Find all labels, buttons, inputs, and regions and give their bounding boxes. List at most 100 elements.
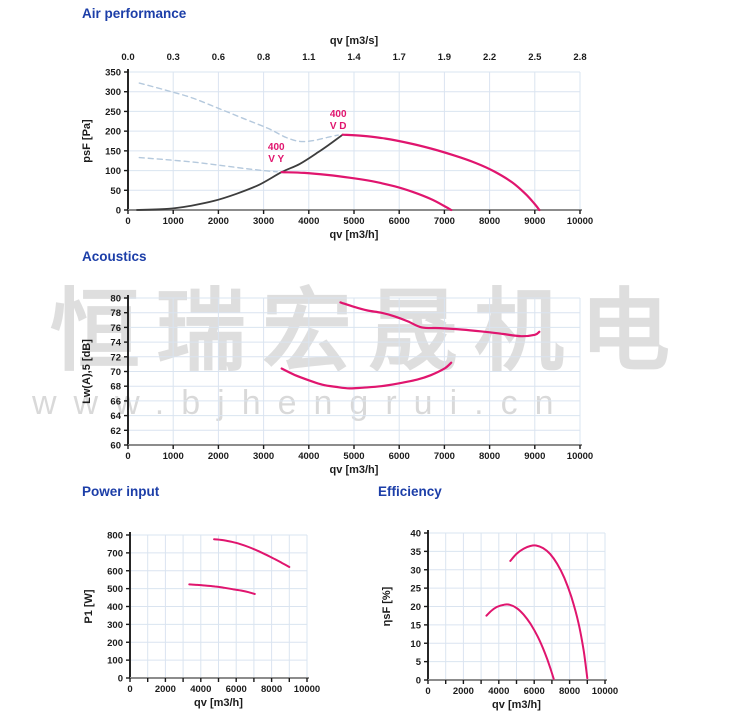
axis-ticks: 0 2000 4000 6000 8000 10000 0 5 10 15 20 25 30 35 40 [410,529,618,698]
x-tick-label: 10000 [567,216,593,227]
top-tick-label: 0.0 [121,52,134,63]
watermark-cjk-text: 恒瑞宏晟机电 [50,282,686,382]
x-axis-title: qv [m3/h] [330,464,379,476]
y-tick-label: 35 [410,547,421,558]
y-tick-label: 70 [110,367,121,378]
y-tick-label: 500 [107,584,123,595]
grid [130,534,308,678]
top-tick-label: 1.9 [438,52,451,63]
y-tick-label: 0 [416,676,421,687]
x-tick-label: 6000 [226,684,247,695]
y-tick-label: 150 [105,146,121,157]
y-tick-label: 20 [410,602,421,613]
grid [128,297,581,445]
power-curve-400-VD [213,538,291,568]
y-tick-label: 0 [116,206,121,217]
pressure-curve-400-VD [341,133,541,212]
air-performance-heading: Air performance [82,6,187,21]
y-tick-label: 250 [105,107,121,118]
y-tick-label: 10 [410,639,421,650]
top-tick-label: 2.8 [573,52,586,63]
y-tick-label: 80 [110,294,121,305]
y-tick-label: 0 [118,674,123,685]
curve-annotation: 400 V D [330,109,347,132]
y-axis-title: ηsF [%] [381,586,393,626]
acoustics-chart: 0 1000 2000 3000 4000 5000 6000 7000 8000 9000 100… [81,294,593,477]
y-tick-label: 350 [105,68,121,79]
x-tick-label: 8000 [479,216,500,227]
x-tick-label: 2000 [208,451,229,462]
x-tick-label: 7000 [434,451,455,462]
x-tick-label: 9000 [524,216,545,227]
y-tick-label: 300 [107,620,123,631]
y-tick-label: 40 [410,529,421,540]
x-tick-label: 4000 [298,451,319,462]
x-tick-label: 2000 [155,684,176,695]
noise-curve-400-VD [339,301,541,338]
x-tick-label: 6000 [524,686,545,697]
axis-ticks: 0 2000 4000 6000 8000 10000 0 100 200 300 400 500 60… [107,531,320,696]
guide-curve-upper-dashed [138,82,339,143]
y-tick-label: 100 [105,166,121,177]
y-tick-label: 25 [410,584,421,595]
x-tick-label: 0 [125,216,130,227]
x-tick-label: 6000 [389,216,410,227]
x-tick-label: 5000 [343,451,364,462]
x-tick-label: 0 [125,451,130,462]
x-tick-label: 6000 [389,451,410,462]
top-tick-label: 1.1 [302,52,316,63]
top-tick-label: 0.3 [167,52,180,63]
y-tick-label: 68 [110,382,121,393]
power-curve-400-VY [188,583,256,595]
noise-curve-400-VY [280,361,453,390]
x-tick-label: 10000 [567,451,593,462]
top-axis-title: qv [m3/s] [330,35,379,47]
y-tick-label: 74 [110,338,121,349]
y-axis-title: Lw(A),5 [dB] [81,339,93,404]
y-tick-label: 300 [105,87,121,98]
x-axis-title: qv [m3/h] [492,699,541,711]
x-tick-label: 8000 [479,451,500,462]
top-tick-label: 1.4 [347,52,361,63]
x-tick-label: 4000 [298,216,319,227]
y-tick-label: 62 [110,426,121,437]
x-tick-label: 8000 [559,686,580,697]
efficiency-chart: 0 2000 4000 6000 8000 10000 0 5 10 15 20 25 30 35 40 qv… [381,529,618,712]
x-tick-label: 8000 [261,684,282,695]
y-tick-label: 78 [110,308,121,319]
x-tick-label: 10000 [592,686,618,697]
x-tick-label: 1000 [163,451,184,462]
grid [128,71,581,210]
top-axis: 0.0 0.3 0.6 0.8 1.1 1.4 1.7 1.9 2.2 2.5 2.8 qv [m3/… [121,35,586,63]
top-tick-label: 0.8 [257,52,270,63]
grid [428,532,606,680]
x-tick-label: 7000 [434,216,455,227]
y-tick-label: 200 [107,638,123,649]
efficiency-curve-400-VD [509,544,589,680]
y-tick-label: 30 [410,565,421,576]
y-tick-label: 60 [110,441,121,452]
x-tick-label: 9000 [524,451,545,462]
y-tick-label: 76 [110,323,121,334]
y-tick-label: 50 [110,186,121,197]
top-tick-label: 2.5 [528,52,542,63]
efficiency-curve-400-VY [485,603,555,680]
x-axis-title: qv [m3/h] [330,229,379,241]
x-tick-label: 5000 [343,216,364,227]
x-tick-label: 4000 [488,686,509,697]
guide-curve-lower-dashed [138,156,278,173]
y-tick-label: 600 [107,566,123,577]
y-tick-label: 200 [105,127,121,138]
y-tick-label: 400 [107,602,123,613]
curve-annotation: 400 V Y [268,142,285,165]
x-tick-label: 0 [127,684,132,695]
y-axis-title: psF [Pa] [81,119,93,163]
x-tick-label: 3000 [253,451,274,462]
efficiency-heading: Efficiency [378,484,442,499]
y-tick-label: 72 [110,352,121,363]
y-axis-title: P1 [W] [83,589,95,624]
fan-operating-curve [136,133,344,211]
x-tick-label: 2000 [453,686,474,697]
